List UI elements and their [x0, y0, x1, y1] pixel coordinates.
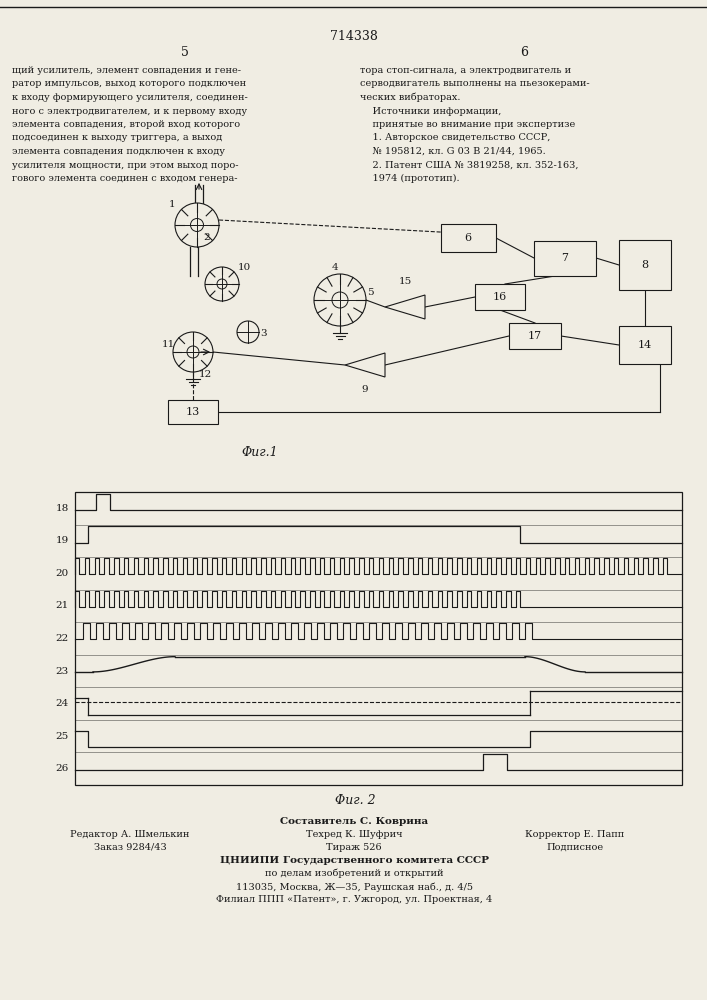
Text: 16: 16: [493, 292, 507, 302]
Text: элемента совпадения, второй вход которого: элемента совпадения, второй вход которог…: [12, 120, 240, 129]
Circle shape: [237, 321, 259, 343]
Circle shape: [205, 267, 239, 301]
Text: 1974 (прототип).: 1974 (прототип).: [360, 174, 460, 183]
Circle shape: [217, 279, 227, 289]
Text: по делам изобретений и открытий: по делам изобретений и открытий: [264, 869, 443, 879]
Text: Φиг. 2: Φиг. 2: [334, 794, 375, 806]
Polygon shape: [385, 295, 425, 319]
Text: ЦНИИПИ Государственного комитета СССР: ЦНИИПИ Государственного комитета СССР: [219, 856, 489, 865]
Text: 5: 5: [367, 288, 373, 297]
Text: 24: 24: [56, 699, 69, 708]
Text: 23: 23: [56, 667, 69, 676]
Text: № 195812, кл. G 03 B 21/44, 1965.: № 195812, кл. G 03 B 21/44, 1965.: [360, 147, 546, 156]
Bar: [619, 240, 671, 290]
Text: 17: 17: [528, 331, 542, 341]
Bar: [509, 323, 561, 349]
Text: 18: 18: [56, 504, 69, 513]
Text: Техред К. Шуфрич: Техред К. Шуфрич: [305, 830, 402, 839]
Text: ратор импульсов, выход которого подключен: ратор импульсов, выход которого подключе…: [12, 80, 246, 89]
Bar: [619, 326, 671, 364]
Text: Заказ 9284/43: Заказ 9284/43: [93, 843, 166, 852]
Text: к входу формирующего усилителя, соединен-: к входу формирующего усилителя, соединен…: [12, 93, 247, 102]
Text: 19: 19: [56, 536, 69, 545]
Text: 20: 20: [56, 569, 69, 578]
Text: щий усилитель, элемент совпадения и гене-: щий усилитель, элемент совпадения и гене…: [12, 66, 241, 75]
Text: 714338: 714338: [330, 29, 378, 42]
Text: 25: 25: [56, 732, 69, 741]
Text: 1. Авторское свидетельство СССР,: 1. Авторское свидетельство СССР,: [360, 133, 550, 142]
Text: 13: 13: [186, 407, 200, 417]
Text: Φиг.1: Φиг.1: [242, 446, 279, 458]
Text: 5: 5: [181, 45, 189, 58]
Circle shape: [314, 274, 366, 326]
Text: 4: 4: [332, 263, 339, 272]
Text: ческих вибраторах.: ческих вибраторах.: [360, 93, 460, 103]
Text: 12: 12: [199, 370, 211, 379]
Text: 8: 8: [641, 260, 648, 270]
Text: Подписное: Подписное: [547, 843, 604, 852]
Text: Филиал ППП «Патент», г. Ужгород, ул. Проектная, 4: Филиал ППП «Патент», г. Ужгород, ул. Про…: [216, 895, 492, 904]
Text: 11: 11: [161, 340, 175, 349]
Text: подсоединен к выходу триггера, а выход: подсоединен к выходу триггера, а выход: [12, 133, 222, 142]
Polygon shape: [345, 353, 385, 377]
Text: 15: 15: [398, 277, 411, 286]
Text: 2. Патент США № 3819258, кл. 352-163,: 2. Патент США № 3819258, кл. 352-163,: [360, 160, 578, 169]
Text: Редактор А. Шмелькин: Редактор А. Шмелькин: [70, 830, 189, 839]
Text: 10: 10: [238, 263, 250, 272]
Text: 9: 9: [362, 385, 368, 394]
Text: серводвигатель выполнены на пьезокерами-: серводвигатель выполнены на пьезокерами-: [360, 80, 590, 89]
Circle shape: [175, 203, 219, 247]
Circle shape: [332, 292, 348, 308]
Text: Тираж 526: Тираж 526: [326, 843, 382, 852]
Text: ного с электродвигателем, и к первому входу: ного с электродвигателем, и к первому вх…: [12, 106, 247, 115]
Text: гового элемента соединен с входом генера-: гового элемента соединен с входом генера…: [12, 174, 238, 183]
Text: 3: 3: [261, 329, 267, 338]
Circle shape: [173, 332, 213, 372]
Text: 14: 14: [638, 340, 652, 350]
Bar: [534, 240, 596, 275]
Text: Корректор Е. Папп: Корректор Е. Папп: [525, 830, 624, 839]
Text: 21: 21: [56, 601, 69, 610]
Text: усилителя мощности, при этом выход поро-: усилителя мощности, при этом выход поро-: [12, 160, 238, 169]
Text: 7: 7: [561, 253, 568, 263]
Text: 22: 22: [56, 634, 69, 643]
Text: элемента совпадения подключен к входу: элемента совпадения подключен к входу: [12, 147, 225, 156]
Bar: [168, 400, 218, 424]
Text: Составитель С. Коврина: Составитель С. Коврина: [280, 817, 428, 826]
Text: 6: 6: [464, 233, 472, 243]
Text: 2: 2: [204, 233, 210, 242]
Text: принятые во внимание при экспертизе: принятые во внимание при экспертизе: [360, 120, 575, 129]
Circle shape: [190, 219, 204, 232]
Text: Источники информации,: Источники информации,: [360, 106, 501, 115]
Text: 6: 6: [520, 45, 528, 58]
Text: 113035, Москва, Ж—35, Раушская наб., д. 4/5: 113035, Москва, Ж—35, Раушская наб., д. …: [235, 882, 472, 892]
Text: тора стоп-сигнала, а электродвигатель и: тора стоп-сигнала, а электродвигатель и: [360, 66, 571, 75]
Bar: [440, 224, 496, 252]
Bar: [475, 284, 525, 310]
Circle shape: [187, 346, 199, 358]
Text: 1: 1: [169, 200, 175, 209]
Text: 26: 26: [56, 764, 69, 773]
Bar: [75, 492, 682, 785]
